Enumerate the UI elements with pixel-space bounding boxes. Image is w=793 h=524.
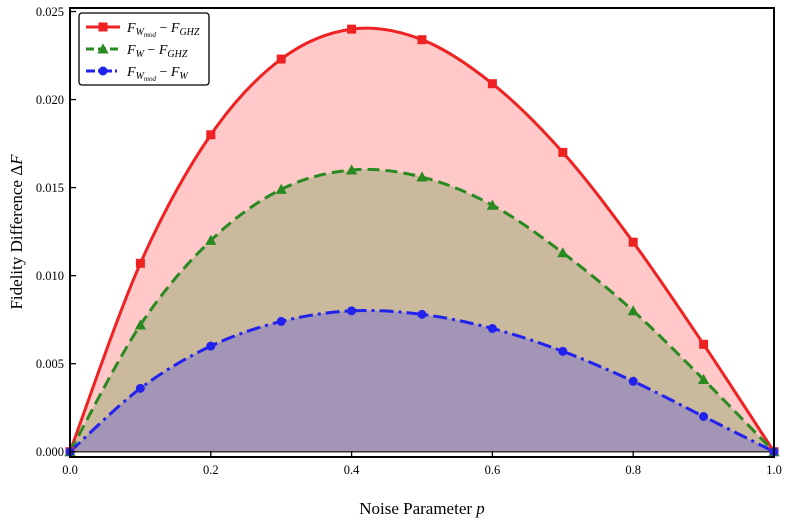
legend-label-w_ghz: FW − FGHZ bbox=[126, 43, 188, 60]
x-tick-label: 0.2 bbox=[203, 463, 219, 477]
legend: FWmod − FGHZ FW − FGHZ FWmod − FW bbox=[78, 12, 210, 86]
area-fill-wmod_w bbox=[70, 310, 774, 452]
marker-wmod_w-6 bbox=[487, 323, 497, 333]
marker-w_ghz-4 bbox=[345, 164, 358, 175]
y-axis-ticks: 0.000 0.005 0.010 0.015 0.020 0.025 bbox=[36, 5, 76, 459]
marker-wmod_ghz-1 bbox=[135, 258, 145, 268]
x-axis-label-var: p bbox=[475, 499, 485, 518]
legend-label-wmod_w: FWmod − FW bbox=[126, 65, 189, 83]
marker-wmod_w-4 bbox=[347, 306, 357, 316]
marker-wmod_ghz-4 bbox=[347, 24, 357, 34]
series-line-wmod_w bbox=[68, 308, 775, 454]
marker-w_ghz-5 bbox=[416, 171, 428, 182]
marker-wmod_ghz-5 bbox=[417, 35, 427, 45]
legend-marker-wmod_w bbox=[98, 66, 108, 76]
marker-wmod_ghz-7 bbox=[558, 147, 568, 157]
y-tick-label: 0.010 bbox=[36, 269, 64, 283]
marker-w_ghz-9 bbox=[697, 373, 710, 385]
legend-box bbox=[78, 12, 210, 86]
x-tick-label: 1.0 bbox=[766, 463, 782, 477]
y-tick-label: 0.020 bbox=[36, 93, 64, 107]
x-tick-label: 0.8 bbox=[625, 463, 641, 477]
plot-frame bbox=[69, 7, 775, 458]
y-tick-label: 0.005 bbox=[36, 357, 64, 371]
y-tick-label: 0.000 bbox=[36, 445, 64, 459]
y-axis-label-text: Fidelity Difference Δ bbox=[7, 165, 26, 310]
marker-wmod_w-3 bbox=[276, 316, 286, 326]
y-axis-label: Fidelity Difference ΔF bbox=[7, 154, 26, 310]
marker-w_ghz-6 bbox=[486, 199, 499, 210]
marker-w_ghz-8 bbox=[627, 305, 639, 316]
x-tick-label: 0.4 bbox=[344, 463, 360, 477]
marker-wmod_w-5 bbox=[417, 309, 427, 319]
marker-wmod_ghz-9 bbox=[699, 339, 709, 349]
x-tick-label: 0.0 bbox=[62, 463, 78, 477]
marker-w_ghz-3 bbox=[275, 183, 287, 194]
marker-wmod_ghz-8 bbox=[628, 237, 638, 247]
y-tick-label: 0.025 bbox=[36, 5, 64, 19]
legend-label-wmod_ghz: FWmod − FGHZ bbox=[126, 21, 200, 39]
y-tick-label: 0.015 bbox=[36, 181, 64, 195]
x-axis-label-text: Noise Parameter bbox=[359, 499, 472, 518]
x-tick-label: 0.6 bbox=[485, 463, 501, 477]
marker-wmod_w-2 bbox=[206, 341, 216, 351]
marker-w_ghz-2 bbox=[205, 234, 217, 245]
marker-wmod_w-7 bbox=[558, 346, 568, 356]
marker-wmod_ghz-2 bbox=[206, 130, 216, 140]
x-axis-label: Noise Parameter p bbox=[359, 499, 485, 518]
marker-wmod_ghz-3 bbox=[276, 54, 286, 64]
legend-marker-w_ghz bbox=[97, 43, 109, 54]
y-axis-label-var: F bbox=[7, 154, 26, 166]
x-axis-ticks: 0.0 0.2 0.4 0.6 0.8 1.0 bbox=[62, 451, 782, 477]
marker-wmod_w-8 bbox=[628, 376, 638, 386]
marker-wmod_w-1 bbox=[135, 383, 145, 393]
marker-wmod_ghz-6 bbox=[487, 79, 497, 89]
marker-w_ghz-1 bbox=[134, 319, 147, 330]
marker-wmod_w-9 bbox=[699, 412, 709, 422]
marker-w_ghz-7 bbox=[557, 247, 569, 258]
legend-marker-wmod_ghz bbox=[98, 22, 108, 32]
